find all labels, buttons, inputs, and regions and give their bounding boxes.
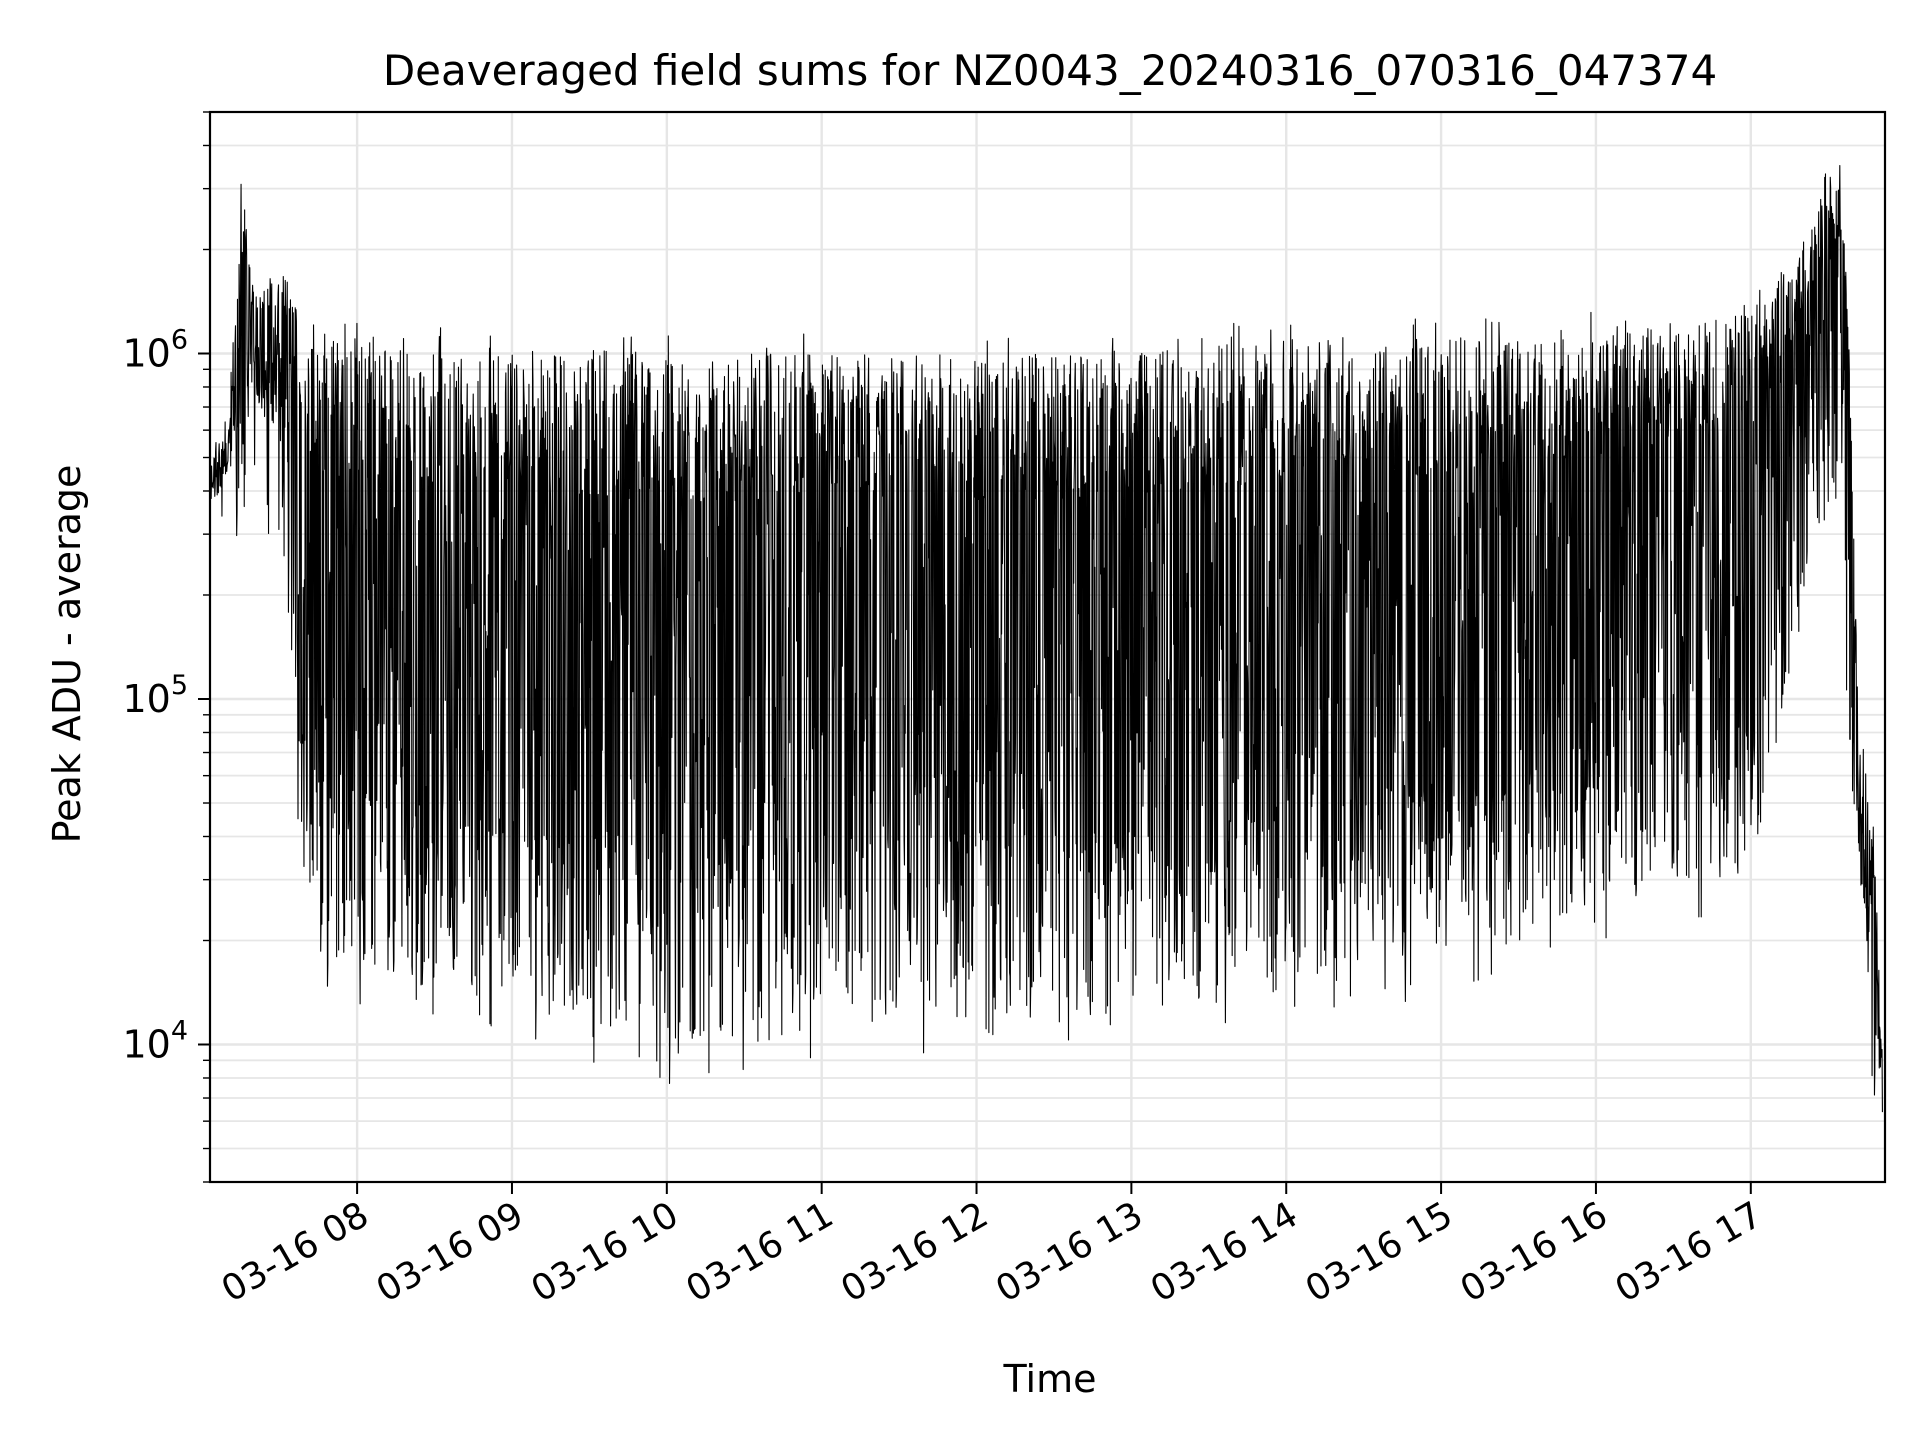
y-tick-label: 105: [122, 670, 188, 721]
chart-title: Deaveraged field sums for NZ0043_2024031…: [383, 46, 1717, 95]
y-tick-label: 104: [122, 1016, 188, 1067]
x-axis-label: Time: [1003, 1357, 1097, 1401]
series-group: [209, 165, 1883, 1113]
plot-frame: [208, 110, 1887, 1184]
y-axis-label: Peak ADU - average: [45, 465, 89, 844]
y-tick-label: 106: [122, 324, 188, 375]
series-line: [209, 165, 1883, 1113]
